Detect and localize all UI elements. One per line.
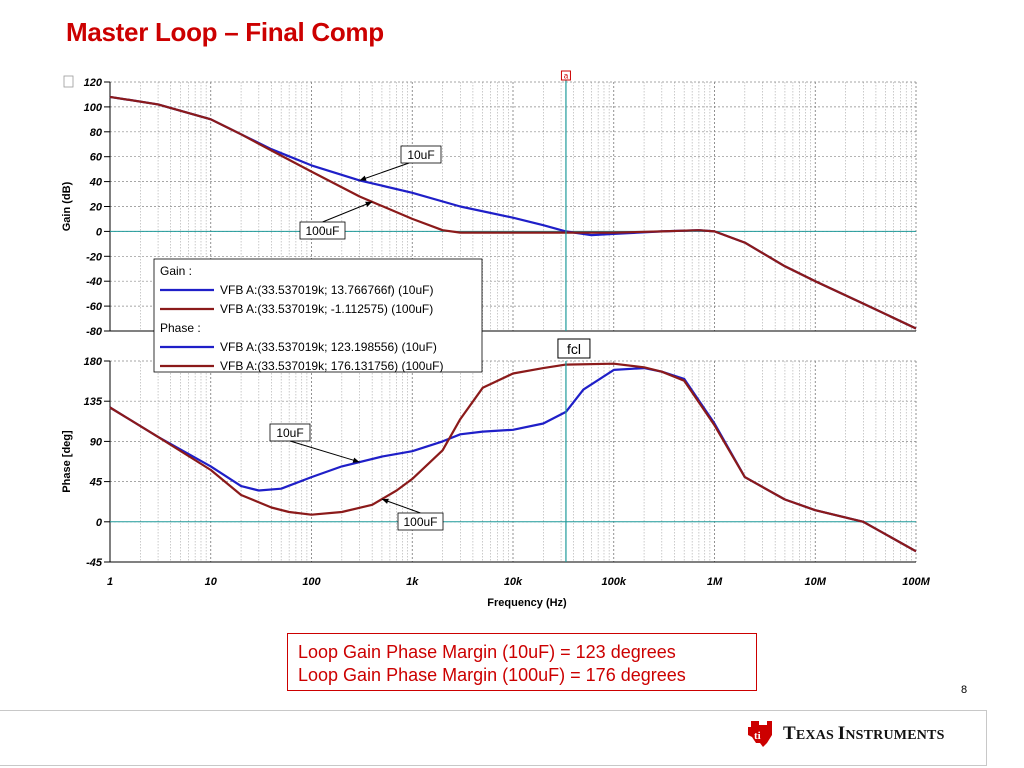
gain-y-tick-label: 60 [90,152,103,164]
phase-y-tick-label: 90 [90,436,103,448]
gain-annotation-100uF: 100uF [299,201,373,240]
legend-box [153,258,483,373]
x-tick-label: 1k [406,576,419,588]
annotation-arrowhead [352,457,360,463]
legend-heading: Phase : [160,321,201,335]
ti-logo-icon: ti [748,721,772,747]
gain-y-tick-label: 100 [84,102,103,114]
annotation-text: 10uF [276,426,303,440]
annotation-text: 100uF [305,224,339,238]
gain-y-tick-label: 0 [96,226,103,238]
phase-y-tick-label: -45 [86,557,103,569]
phase-margin-10uF-text: Loop Gain Phase Margin (10uF) = 123 degr… [298,642,676,662]
phase-annotation-10uF: 10uF [269,423,360,463]
annotation-box [299,221,346,240]
gain-y-tick-label: -80 [86,326,103,338]
annotation-text: 10uF [407,148,434,162]
gain-y-tick-label: -20 [86,251,103,263]
annotation-arrowhead [365,201,373,207]
gain-y-tick-label: -40 [86,276,103,288]
ti-logo: ti TEXAS INSTRUMENTS [745,719,945,749]
phase-margin-100uF-text: Loop Gain Phase Margin (100uF) = 176 deg… [298,665,686,685]
fcl-box [557,338,591,359]
gain-y-label: Gain (dB) [61,181,73,231]
x-tick-label: 1 [107,576,113,588]
legend-entry: VFB A:(33.537019k; 123.198556) (10uF) [220,340,437,354]
x-tick-label: 100M [902,576,930,588]
svg-text:ti: ti [754,730,761,742]
phase-series-10uF [109,367,917,553]
phase-y-label: Phase [deg] [61,430,73,493]
cursor-marker: a [560,70,571,81]
fcl-label: fcl [557,338,591,359]
annotation-text: 100uF [403,515,437,529]
corner-glyph-icon [63,75,74,88]
legend-entry: VFB A:(33.537019k; 176.131756) (100uF) [220,359,443,373]
annotation-box [397,512,444,531]
annotation-leader [359,162,410,181]
phase-annotation-100uF: 100uF [381,498,444,531]
x-tick-label: 10 [205,576,218,588]
cursor-marker-label: a [564,72,569,81]
phase-panel: 180 135 90 45 0 -45 Phase [deg] [61,356,917,569]
gain-annotation-10uF: 10uF [359,145,442,181]
annotation-box [400,145,442,164]
gain-y-tick-label: 120 [84,77,103,89]
legend-heading: Gain : [160,264,192,278]
ti-brand-name: TEXAS INSTRUMENTS [783,723,945,744]
phase-y-tick-label: 0 [96,517,103,529]
phase-margin-note: Loop Gain Phase Margin (10uF) = 123 degr… [287,633,757,691]
gain-y-tick-label: 40 [89,177,103,189]
phase-y-tick-label: 135 [84,396,103,408]
annotation-leader [381,498,421,514]
phase-y-tick-label: 180 [84,356,103,368]
annotation-arrowhead [381,498,389,504]
x-tick-label: 10M [805,576,827,588]
phase-y-tick-label: 45 [89,477,103,489]
legend-entry: VFB A:(33.537019k; -1.112575) (100uF) [220,302,433,316]
legend-entry: VFB A:(33.537019k; 13.766766f) (10uF) [220,283,433,297]
gain-y-tick-label: 20 [89,202,103,214]
x-tick-label: 1M [707,576,723,588]
slide-title: Master Loop – Final Comp [66,17,384,47]
gain-series-100uF [109,95,917,330]
x-axis-label: Frequency (Hz) [487,597,567,609]
phase-series-100uF [109,362,917,553]
gain-y-tick-label: -60 [86,301,103,313]
x-tick-label: 100k [602,576,627,588]
annotation-arrowhead [359,175,367,181]
annotation-leader [289,440,360,463]
legend: Gain : VFB A:(33.537019k; 13.766766f) (10… [153,258,483,373]
page-number: 8 [961,684,968,696]
cursor-marker-box [560,70,571,81]
x-tick-label: 100 [302,576,321,588]
fcl-text: fcl [567,341,581,357]
annotation-leader [322,201,373,223]
x-tick-label: 10k [504,576,523,588]
footer-bar [0,710,987,766]
gain-panel: 120 100 80 60 40 20 0 -20 -40 -60 -80 Gain (dB) [61,72,917,338]
annotation-box [269,423,311,442]
gain-y-tick-label: 80 [90,127,103,139]
